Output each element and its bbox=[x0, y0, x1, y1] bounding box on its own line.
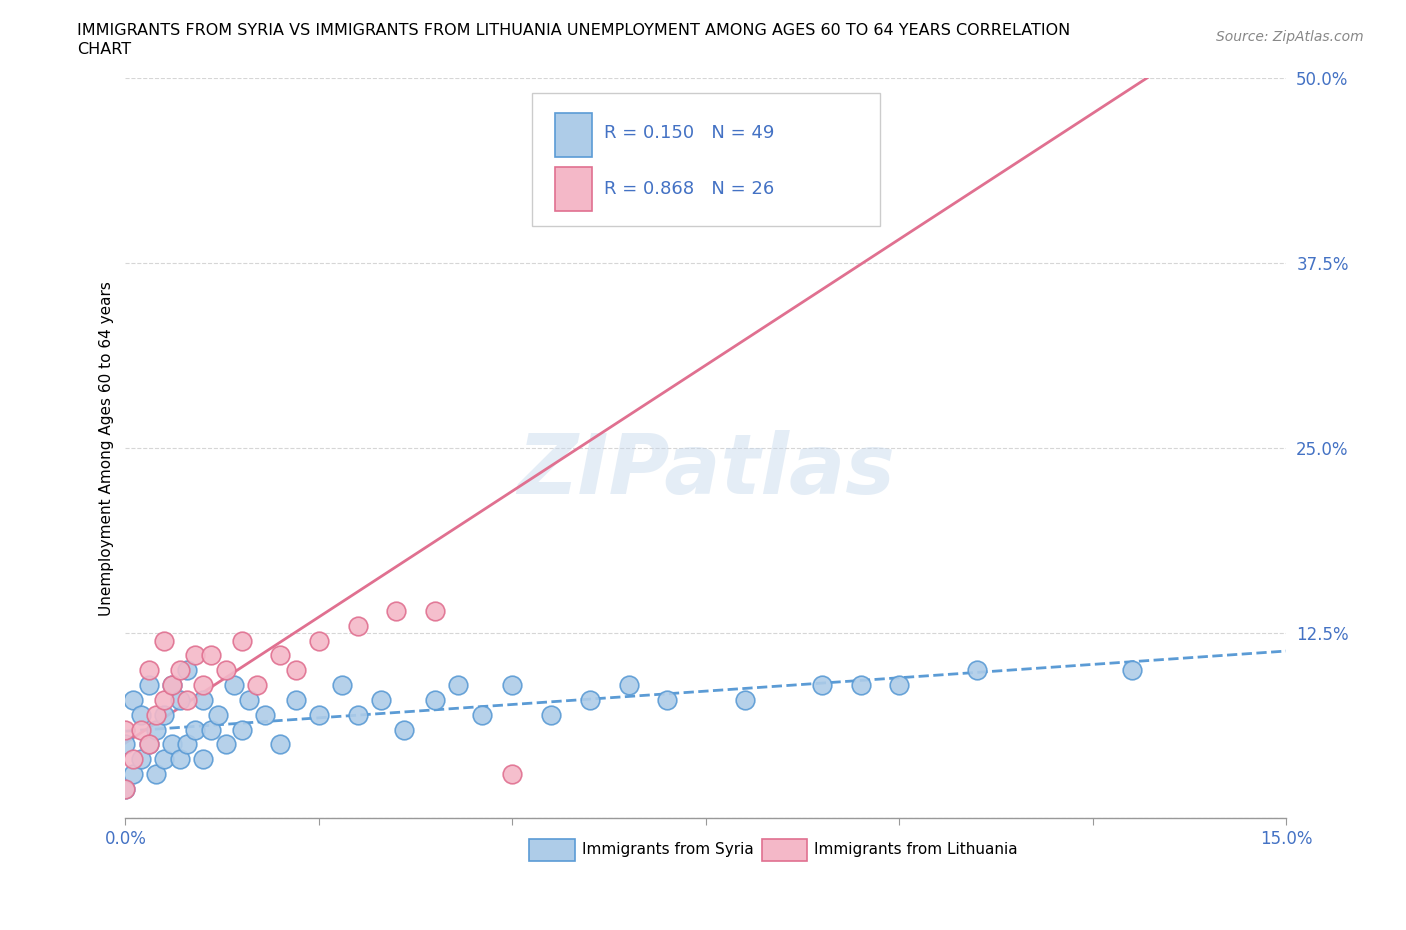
Point bbox=[385, 604, 408, 618]
Point bbox=[222, 678, 245, 693]
Point bbox=[253, 707, 276, 722]
Point bbox=[176, 693, 198, 708]
Point bbox=[231, 722, 253, 737]
Point bbox=[145, 766, 167, 781]
Point bbox=[160, 678, 183, 693]
Point bbox=[423, 604, 446, 618]
Point bbox=[849, 678, 872, 693]
Point bbox=[215, 663, 238, 678]
Point bbox=[1121, 663, 1143, 678]
Text: IMMIGRANTS FROM SYRIA VS IMMIGRANTS FROM LITHUANIA UNEMPLOYMENT AMONG AGES 60 TO: IMMIGRANTS FROM SYRIA VS IMMIGRANTS FROM… bbox=[77, 23, 1070, 38]
Point bbox=[160, 678, 183, 693]
Y-axis label: Unemployment Among Ages 60 to 64 years: Unemployment Among Ages 60 to 64 years bbox=[100, 281, 114, 616]
Point bbox=[308, 633, 330, 648]
Point bbox=[734, 693, 756, 708]
FancyBboxPatch shape bbox=[555, 113, 592, 157]
Point bbox=[176, 663, 198, 678]
Text: R = 0.150   N = 49: R = 0.150 N = 49 bbox=[603, 125, 775, 142]
Point bbox=[138, 663, 160, 678]
Text: ZIPatlas: ZIPatlas bbox=[517, 430, 894, 511]
Point bbox=[346, 618, 368, 633]
Text: CHART: CHART bbox=[77, 42, 131, 57]
Point bbox=[191, 751, 214, 766]
Text: Immigrants from Lithuania: Immigrants from Lithuania bbox=[814, 843, 1018, 857]
Point bbox=[501, 766, 523, 781]
Point bbox=[200, 722, 222, 737]
Point bbox=[145, 707, 167, 722]
Point bbox=[246, 678, 269, 693]
Point bbox=[330, 678, 353, 693]
Point bbox=[308, 707, 330, 722]
Point bbox=[129, 722, 152, 737]
Point bbox=[579, 693, 602, 708]
Point bbox=[114, 722, 136, 737]
Point bbox=[200, 648, 222, 663]
Point bbox=[617, 678, 640, 693]
Text: Immigrants from Syria: Immigrants from Syria bbox=[582, 843, 754, 857]
Point bbox=[269, 737, 291, 751]
Point bbox=[138, 737, 160, 751]
Point bbox=[145, 722, 167, 737]
FancyBboxPatch shape bbox=[530, 839, 575, 860]
FancyBboxPatch shape bbox=[531, 93, 880, 226]
Point bbox=[169, 751, 191, 766]
Point bbox=[370, 693, 392, 708]
Point bbox=[129, 751, 152, 766]
Point bbox=[231, 633, 253, 648]
Point bbox=[695, 100, 717, 115]
Point bbox=[191, 678, 214, 693]
Text: R = 0.868   N = 26: R = 0.868 N = 26 bbox=[603, 179, 775, 198]
FancyBboxPatch shape bbox=[762, 839, 807, 860]
Point bbox=[470, 707, 492, 722]
Point bbox=[138, 737, 160, 751]
Point bbox=[122, 766, 145, 781]
Point bbox=[269, 648, 291, 663]
Point bbox=[423, 693, 446, 708]
Point bbox=[540, 707, 562, 722]
Point bbox=[284, 693, 307, 708]
Point bbox=[153, 707, 176, 722]
Point bbox=[207, 707, 229, 722]
Point bbox=[184, 648, 207, 663]
Point bbox=[238, 693, 260, 708]
Point bbox=[191, 693, 214, 708]
Point bbox=[114, 781, 136, 796]
Text: Source: ZipAtlas.com: Source: ZipAtlas.com bbox=[1216, 30, 1364, 44]
Point bbox=[169, 663, 191, 678]
Point bbox=[153, 693, 176, 708]
Point bbox=[169, 693, 191, 708]
Point bbox=[129, 707, 152, 722]
Point bbox=[184, 722, 207, 737]
Point bbox=[346, 707, 368, 722]
Point bbox=[122, 751, 145, 766]
Point bbox=[122, 693, 145, 708]
Point bbox=[160, 737, 183, 751]
Point bbox=[657, 693, 679, 708]
FancyBboxPatch shape bbox=[555, 167, 592, 211]
Point bbox=[284, 663, 307, 678]
Point bbox=[215, 737, 238, 751]
Point bbox=[176, 737, 198, 751]
Point bbox=[501, 678, 523, 693]
Point bbox=[447, 678, 470, 693]
Point bbox=[966, 663, 988, 678]
Point bbox=[138, 678, 160, 693]
Point bbox=[153, 751, 176, 766]
Point bbox=[811, 678, 834, 693]
Point bbox=[114, 737, 136, 751]
Point bbox=[889, 678, 911, 693]
Point bbox=[392, 722, 415, 737]
Point bbox=[153, 633, 176, 648]
Point bbox=[114, 781, 136, 796]
